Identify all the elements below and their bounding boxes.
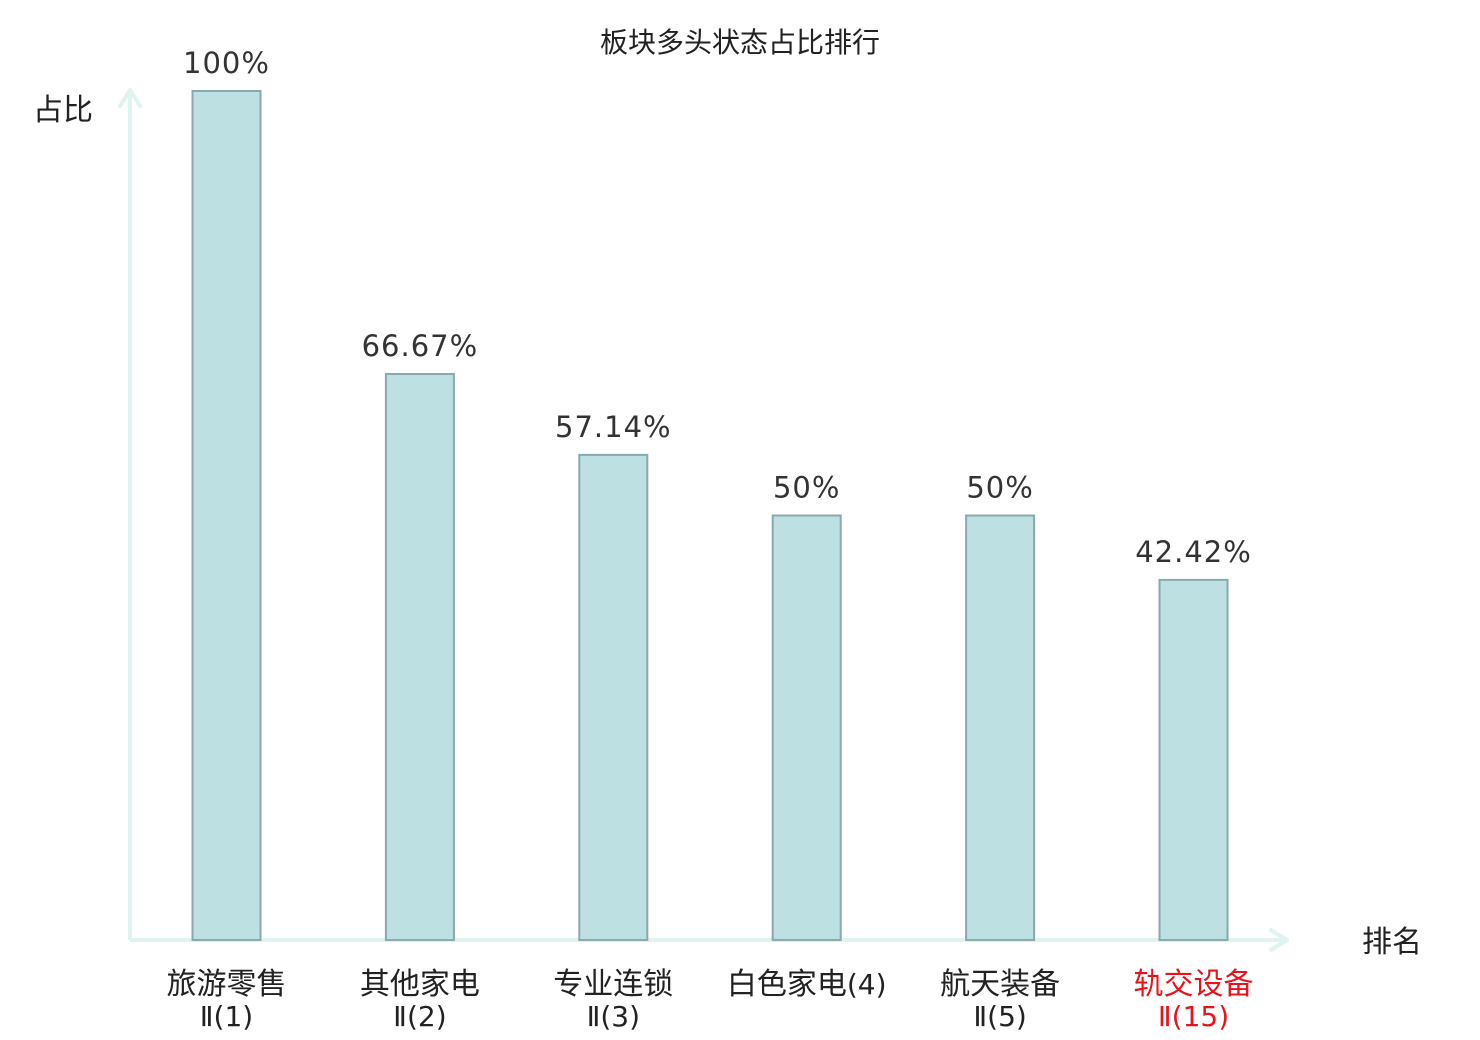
x-axis-arrow [1269,928,1289,952]
value-label: 100% [183,46,270,80]
category-rank-label: Ⅱ(5) [973,1000,1026,1033]
bar [384,373,455,941]
value-label: 66.67% [362,329,479,363]
category-name: 白色家电 [727,967,847,1002]
bar [965,514,1036,941]
category-rank-label: Ⅱ(1) [200,1000,253,1033]
value-label: 50% [773,471,840,505]
bar [578,453,649,941]
category-label: 其他家电 [360,967,480,1002]
category-rank-label: Ⅱ(15) [1158,1000,1229,1033]
chart-title: 板块多头状态占比排行 [600,26,880,59]
value-label: 57.14% [555,410,672,444]
y-axis-arrow [118,88,142,108]
y-axis-label: 占比 [33,93,93,128]
category-rank-label: Ⅱ(2) [393,1000,446,1033]
bar [191,90,262,941]
category-label: 航天装备 [940,967,1060,1002]
value-label: 42.42% [1135,535,1252,569]
x-axis-label: 排名 [1362,925,1422,960]
value-label: 50% [966,471,1033,505]
bar [771,514,842,941]
category-label: 旅游零售 [167,967,287,1002]
category-rank-label: (4) [847,968,887,1001]
category-label: 轨交设备 [1134,967,1254,1002]
bars-group [191,90,1229,942]
category-label: 白色家电(4) [727,967,887,1002]
category-label: 专业连锁 [553,967,673,1002]
bar [1158,578,1229,942]
category-rank-label: Ⅱ(3) [587,1000,640,1033]
